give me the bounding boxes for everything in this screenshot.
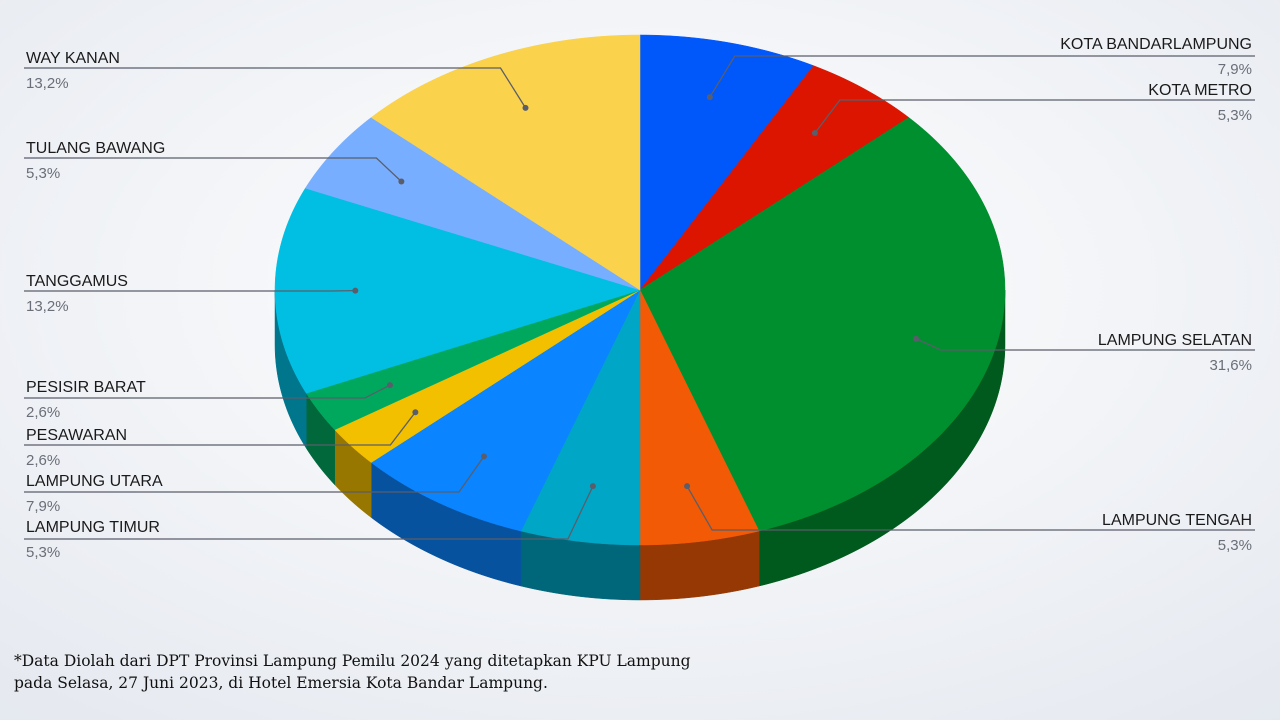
leader-line: [709, 55, 1255, 98]
footnote: *Data Diolah dari DPT Provinsi Lampung P…: [14, 652, 691, 670]
leader-dot: [913, 335, 920, 342]
leader-dot: [480, 453, 487, 460]
leader-dot: [589, 483, 596, 490]
leader-dot: [398, 178, 405, 185]
leader-line: [24, 455, 485, 493]
value-label: 31,6%: [1209, 357, 1252, 374]
leader-line: [24, 384, 391, 399]
slice-label: KOTA METRO: [1148, 82, 1252, 99]
slice: [639, 289, 760, 546]
slice-label: WAY KANAN: [26, 50, 120, 67]
leader-dot: [684, 483, 691, 490]
slice: [639, 34, 814, 291]
value-label: 13,2%: [26, 298, 69, 315]
slice-label: LAMPUNG SELATAN: [1098, 332, 1252, 349]
leader-dot: [352, 287, 359, 294]
slice: [370, 289, 641, 532]
leader-dot: [706, 94, 713, 101]
value-label: 13,2%: [26, 75, 69, 92]
slice-label: LAMPUNG TENGAH: [1102, 512, 1252, 529]
leader-line: [24, 485, 594, 540]
slice: [304, 117, 641, 291]
leader-line: [686, 485, 1255, 531]
slice: [370, 34, 641, 291]
leader-line: [814, 99, 1255, 134]
leader-dot: [522, 104, 529, 111]
slice-label: TANGGAMUS: [26, 273, 128, 290]
slice-label: LAMPUNG TIMUR: [26, 519, 160, 536]
slice-label: LAMPUNG UTARA: [26, 473, 163, 490]
slice-label: KOTA BANDARLAMPUNG: [1060, 36, 1252, 53]
slice: [639, 117, 1006, 532]
value-label: 2,6%: [26, 452, 60, 469]
value-label: 2,6%: [26, 404, 60, 421]
leader-dot: [811, 130, 818, 137]
footnote: pada Selasa, 27 Juni 2023, di Hotel Emer…: [14, 674, 548, 692]
slice-label: PESISIR BARAT: [26, 379, 146, 396]
value-label: 7,9%: [26, 498, 60, 515]
leader-dot: [412, 409, 419, 416]
slice: [334, 289, 641, 463]
leader-line: [24, 411, 416, 446]
slice-label: PESAWARAN: [26, 427, 127, 444]
value-label: 7,9%: [1218, 61, 1252, 78]
leader-line: [24, 157, 402, 182]
value-label: 5,3%: [26, 544, 60, 561]
slice-label: TULANG BAWANG: [26, 140, 165, 157]
value-label: 5,3%: [1218, 537, 1252, 554]
slice: [305, 289, 641, 431]
slice: [639, 65, 910, 291]
slice: [520, 289, 641, 546]
leader-line: [24, 67, 527, 109]
leader-dot: [386, 382, 393, 389]
value-label: 5,3%: [26, 165, 60, 182]
leader-line: [915, 338, 1255, 351]
value-label: 5,3%: [1218, 107, 1252, 124]
